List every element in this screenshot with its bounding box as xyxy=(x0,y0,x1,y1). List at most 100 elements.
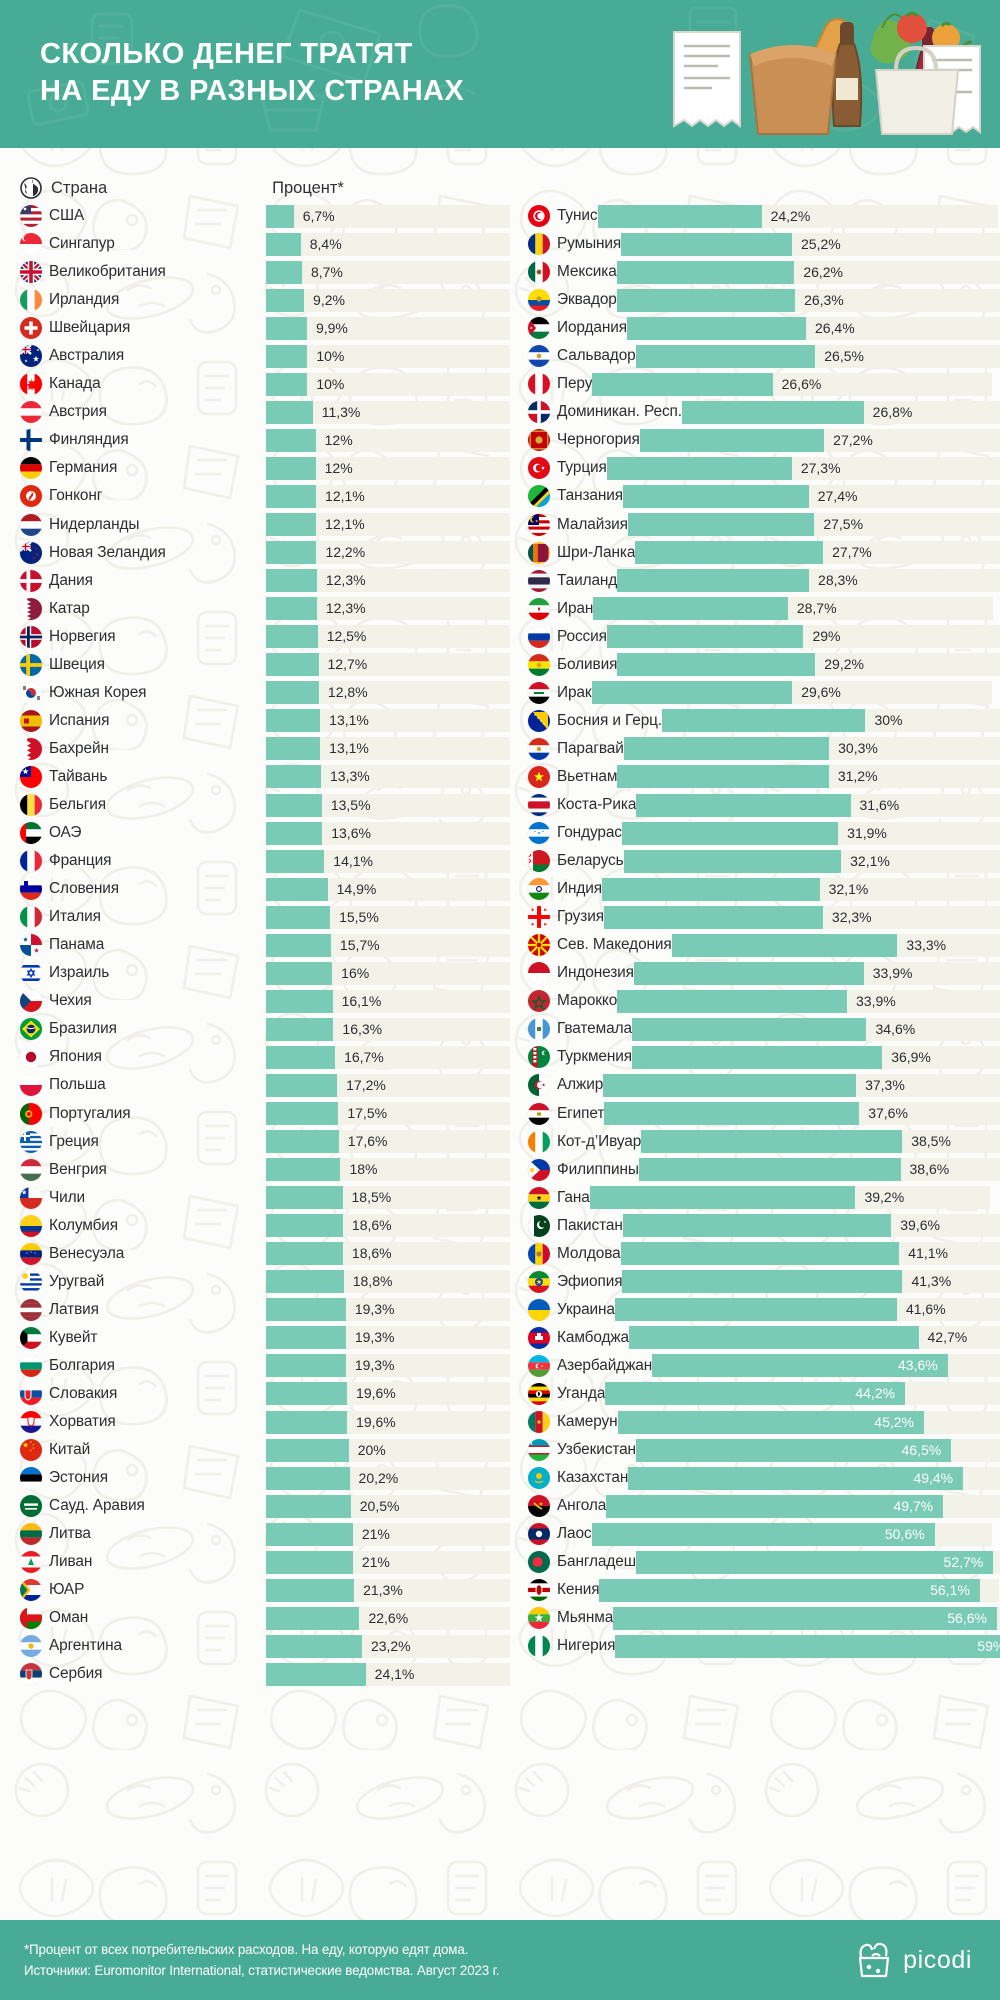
country-name: Германия xyxy=(49,459,118,477)
country-name: США xyxy=(49,207,85,225)
bar-track: 12,8% xyxy=(266,681,510,705)
left-column-header: Страна Процент* xyxy=(20,148,510,202)
bar-fill xyxy=(635,541,824,565)
bar-value-label: 10% xyxy=(316,375,345,392)
country-name: Польша xyxy=(49,1076,106,1094)
bar-track: 29,2% xyxy=(617,653,1000,677)
table-row: Россия 29% xyxy=(528,623,1000,651)
bar-value-label: 49,7% xyxy=(893,1497,934,1514)
bar-value-label: 12,1% xyxy=(325,487,365,504)
table-row: Польша 17,2% xyxy=(20,1071,510,1099)
country-name: Дания xyxy=(49,571,93,589)
bar-value-label: 6,7% xyxy=(302,207,335,224)
bar-track: 19,6% xyxy=(266,1410,510,1434)
bar-track: 26,4% xyxy=(627,316,1000,340)
table-row: Испания 13,1% xyxy=(20,707,510,735)
table-row: Камбоджа 42,7% xyxy=(528,1324,1000,1352)
bar-fill xyxy=(266,316,307,340)
bar-fill xyxy=(606,456,792,480)
bar-track: 9,2% xyxy=(266,288,510,312)
bar-value-label: 12,2% xyxy=(325,544,366,561)
flag-icon xyxy=(528,373,550,396)
flag-icon xyxy=(528,485,550,508)
country-name: Ирак xyxy=(557,683,592,701)
bar-value-label: 18% xyxy=(349,1161,378,1178)
bar-fill xyxy=(638,1158,901,1182)
table-row: Грузия 32,3% xyxy=(528,903,1000,931)
bar-fill xyxy=(591,681,793,705)
bar-value-label: 13,1% xyxy=(329,712,369,729)
country-name: Грузия xyxy=(557,908,604,926)
flag-icon xyxy=(528,261,550,284)
country-name: Чехия xyxy=(49,992,92,1010)
bar-fill xyxy=(266,260,302,284)
table-row: Аргентина 23,2% xyxy=(20,1632,510,1660)
bar-track: 56,1% xyxy=(599,1578,1000,1602)
flag-icon xyxy=(528,1467,550,1490)
bar-fill xyxy=(266,288,305,312)
flag-icon xyxy=(20,1214,42,1237)
country-name: Португалия xyxy=(49,1104,131,1122)
bar-value-label: 31,2% xyxy=(837,768,878,785)
flag-icon xyxy=(20,1018,42,1041)
bar-fill xyxy=(662,709,866,733)
flag-icon xyxy=(20,653,42,676)
flag-icon xyxy=(528,205,550,228)
flag-icon xyxy=(20,373,42,396)
table-row: Туркмения 36,9% xyxy=(528,1043,1000,1071)
flag-icon xyxy=(20,569,42,592)
table-row: Парагвай 30,3% xyxy=(528,735,1000,763)
flag-icon xyxy=(20,541,42,564)
country-name: Венгрия xyxy=(49,1160,107,1178)
table-row: Индия 32,1% xyxy=(528,875,1000,903)
bar-fill xyxy=(266,1045,336,1069)
table-row: Тунис 24,2% xyxy=(528,202,998,230)
bar-track: 13,6% xyxy=(266,821,510,845)
bar-value-label: 29% xyxy=(812,628,841,645)
bar-fill xyxy=(266,1158,341,1182)
table-row: Бразилия 16,3% xyxy=(20,1015,510,1043)
country-name: Алжир xyxy=(557,1076,604,1094)
bar-track: 12% xyxy=(266,456,510,480)
bar-value-label: 13,5% xyxy=(330,796,371,813)
bar-track: 12,3% xyxy=(266,569,510,593)
flag-icon xyxy=(528,962,550,985)
bar-fill xyxy=(627,316,806,340)
flag-icon xyxy=(20,1523,42,1546)
bar-value-label: 19,6% xyxy=(356,1385,396,1402)
bar-value-label: 12% xyxy=(324,431,353,448)
flag-icon xyxy=(20,1298,42,1321)
bar-fill xyxy=(622,1270,903,1294)
flag-icon xyxy=(528,1046,550,1069)
flag-icon xyxy=(20,1326,42,1349)
bar-fill xyxy=(266,569,317,593)
bar-value-label: 17,6% xyxy=(347,1133,388,1150)
bar-fill xyxy=(671,933,898,957)
bar-track: 18,6% xyxy=(266,1242,510,1266)
footnote-text: *Процент от всех потребительских расходо… xyxy=(24,1941,500,1978)
bar-fill xyxy=(636,793,851,817)
bar-track: 16,7% xyxy=(266,1045,510,1069)
country-name: Кот-д’Ивуар xyxy=(557,1132,642,1150)
bar-value-label: 28,3% xyxy=(818,572,858,589)
bar-track: 37,3% xyxy=(603,1073,1000,1097)
bar-track: 13,3% xyxy=(266,765,510,789)
flag-icon xyxy=(20,681,42,704)
table-row: Эстония 20,2% xyxy=(20,1464,510,1492)
country-name: Хорватия xyxy=(49,1413,116,1431)
bar-fill xyxy=(266,1662,366,1686)
bar-fill xyxy=(632,1045,883,1069)
table-row: Иран 28,7% xyxy=(528,595,994,623)
country-name: Вьетнам xyxy=(557,767,618,785)
flag-icon xyxy=(528,850,550,873)
bar-value-label: 26,4% xyxy=(814,319,855,336)
flag-icon xyxy=(20,906,42,929)
bar-track: 36,9% xyxy=(632,1045,1000,1069)
flag-icon xyxy=(528,345,550,368)
table-row: Боливия 29,2% xyxy=(528,651,1000,679)
bar-fill xyxy=(617,989,847,1013)
bar-track: 16,3% xyxy=(266,1017,510,1041)
bar-track: 19,3% xyxy=(266,1354,510,1378)
flag-icon xyxy=(20,1607,42,1630)
bar-value-label: 21,3% xyxy=(363,1581,403,1598)
